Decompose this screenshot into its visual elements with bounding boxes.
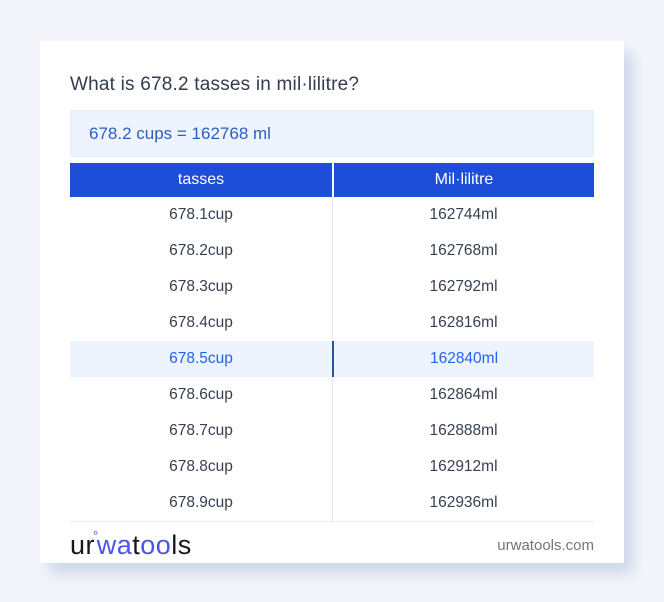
table-header-millilitre: Mil·lilitre [332,163,594,197]
cell-ml: 162768ml [332,233,594,269]
table-row[interactable]: 678.6cup 162864ml [70,377,594,413]
card-footer: ur°watools urwatools.com [70,528,594,560]
table-header-row: tasses Mil·lilitre [70,163,594,197]
cell-ml: 162864ml [332,377,594,413]
table-row[interactable]: 678.5cup 162840ml [70,341,594,377]
cell-ml: 162912ml [332,449,594,485]
cell-tasses: 678.3cup [169,278,233,295]
cell-tasses: 678.7cup [169,422,233,439]
page-title: What is 678.2 tasses in mil·lilitre? [70,74,360,95]
cell-ml: 162816ml [332,305,594,341]
conversion-result-box: 678.2 cups = 162768 ml [70,110,594,157]
urwatools-logo[interactable]: ur°watools [70,528,192,560]
logo-part-ur: ur [70,530,96,560]
table-row[interactable]: 678.3cup 162792ml [70,269,594,305]
table-row[interactable]: 678.7cup 162888ml [70,413,594,449]
cell-ml: 162888ml [332,413,594,449]
table-row[interactable]: 678.8cup 162912ml [70,449,594,485]
table-row[interactable]: 678.2cup 162768ml [70,233,594,269]
table-row[interactable]: 678.4cup 162816ml [70,305,594,341]
logo-part-t: t [132,530,141,560]
conversion-table: tasses Mil·lilitre 678.1cup 162744ml 678… [70,163,594,522]
cell-tasses: 678.5cup [169,350,233,367]
cell-tasses: 678.4cup [169,314,233,331]
table-row[interactable]: 678.9cup 162936ml [70,485,594,521]
table-body: 678.1cup 162744ml 678.2cup 162768ml 678.… [70,197,594,521]
cell-tasses: 678.9cup [169,494,233,511]
cell-tasses: 678.2cup [169,242,233,259]
cell-tasses: 678.8cup [169,458,233,475]
cell-ml: 162936ml [332,485,594,521]
cell-ml: 162744ml [332,197,594,233]
cell-ml: 162840ml [332,341,594,377]
conversion-card: What is 678.2 tasses in mil·lilitre? 678… [40,41,624,563]
table-header-tasses: tasses [177,171,225,188]
site-domain-text: urwatools.com [497,537,594,554]
logo-part-wa: wa [96,530,133,560]
logo-ring-icon: ° [93,528,99,543]
table-row[interactable]: 678.1cup 162744ml [70,197,594,233]
cell-ml: 162792ml [332,269,594,305]
cell-tasses: 678.6cup [169,386,233,403]
logo-part-oo: oo [140,530,172,560]
logo-part-ls: ls [171,530,192,560]
conversion-result-text: 678.2 cups = 162768 ml [89,123,271,143]
cell-tasses: 678.1cup [169,206,233,223]
